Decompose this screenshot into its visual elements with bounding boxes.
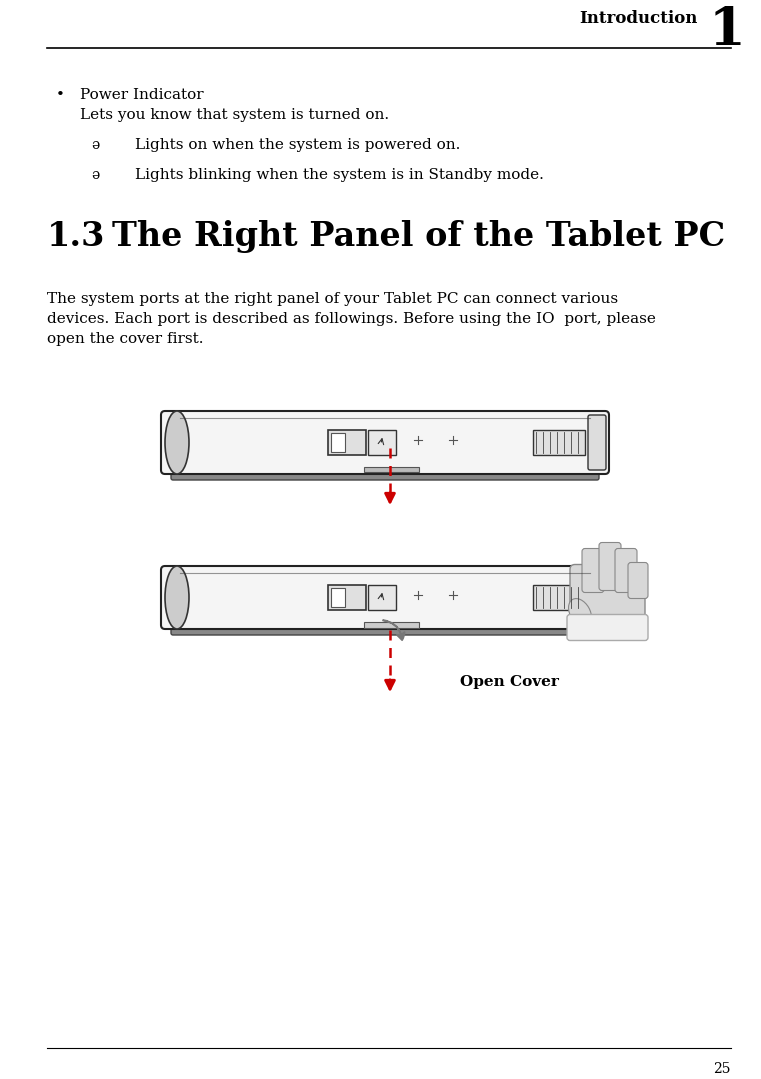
FancyBboxPatch shape	[628, 562, 648, 599]
Text: Power Indicator: Power Indicator	[80, 88, 204, 103]
FancyBboxPatch shape	[588, 415, 606, 470]
FancyBboxPatch shape	[328, 429, 366, 454]
Text: The system ports at the right panel of your Tablet PC can connect various: The system ports at the right panel of y…	[47, 292, 618, 306]
FancyBboxPatch shape	[364, 622, 419, 628]
FancyBboxPatch shape	[161, 566, 609, 629]
Text: ə: ə	[91, 168, 99, 182]
Ellipse shape	[165, 411, 189, 474]
FancyBboxPatch shape	[533, 585, 585, 610]
FancyBboxPatch shape	[588, 570, 606, 625]
Text: The Right Panel of the Tablet PC: The Right Panel of the Tablet PC	[112, 220, 725, 252]
FancyBboxPatch shape	[570, 564, 645, 630]
Text: Open Cover: Open Cover	[460, 675, 559, 689]
FancyBboxPatch shape	[331, 433, 345, 452]
Text: devices. Each port is described as followings. Before using the IO  port, please: devices. Each port is described as follo…	[47, 312, 656, 326]
FancyBboxPatch shape	[171, 468, 599, 480]
FancyBboxPatch shape	[368, 585, 396, 610]
FancyBboxPatch shape	[567, 615, 648, 641]
FancyBboxPatch shape	[615, 548, 637, 592]
FancyBboxPatch shape	[582, 548, 604, 592]
Text: open the cover first.: open the cover first.	[47, 332, 203, 346]
Text: Lights on when the system is powered on.: Lights on when the system is powered on.	[135, 138, 460, 152]
Text: Introduction: Introduction	[580, 10, 698, 27]
Ellipse shape	[568, 599, 591, 627]
FancyBboxPatch shape	[364, 467, 419, 472]
FancyBboxPatch shape	[331, 588, 345, 606]
FancyBboxPatch shape	[161, 411, 609, 474]
FancyBboxPatch shape	[171, 623, 599, 636]
FancyArrowPatch shape	[383, 620, 405, 640]
FancyBboxPatch shape	[368, 429, 396, 454]
Ellipse shape	[165, 566, 189, 629]
Text: 25: 25	[714, 1062, 731, 1076]
Text: ə: ə	[91, 138, 99, 152]
FancyBboxPatch shape	[599, 543, 621, 590]
Text: 1: 1	[708, 5, 745, 56]
Text: 1.3: 1.3	[47, 220, 105, 252]
Text: Lights blinking when the system is in Standby mode.: Lights blinking when the system is in St…	[135, 168, 544, 182]
Text: Lets you know that system is turned on.: Lets you know that system is turned on.	[80, 108, 389, 122]
FancyBboxPatch shape	[328, 585, 366, 610]
FancyBboxPatch shape	[533, 429, 585, 454]
Text: •: •	[56, 88, 65, 103]
